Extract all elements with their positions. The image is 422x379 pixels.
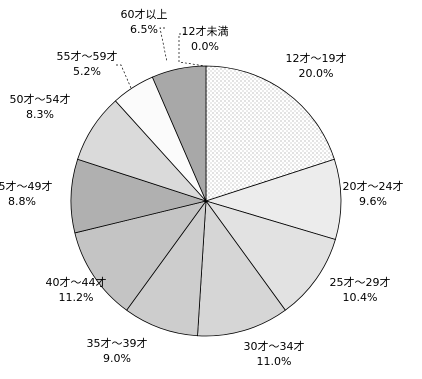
slice-11-label: 12才未満 [182, 24, 229, 38]
slice-3-label: 25才～29才 [330, 275, 391, 289]
slice-2-value-label: 9.6% [359, 195, 387, 208]
slice-4-value-label: 11.0% [257, 355, 292, 368]
slice-2-label: 20才～24才 [343, 179, 404, 193]
slice-5-value-label: 9.0% [103, 352, 131, 365]
slice-8-label: 50才～54才 [10, 92, 71, 106]
slice-10 [151, 65, 207, 202]
slice-3-value-label: 10.4% [343, 291, 378, 304]
slice-1 [205, 65, 335, 202]
slice-10-leader-line [159, 27, 168, 63]
slice-7-value-label: 8.8% [8, 195, 36, 208]
slice-5-label: 35才～39才 [87, 336, 148, 350]
slice-4-label: 30才～34才 [244, 339, 305, 353]
slice-8-value-label: 8.3% [26, 108, 54, 121]
slice-1-value-label: 20.0% [299, 67, 334, 80]
slice-11-leader-line [178, 33, 206, 67]
slice-6-label: 40才～44才 [46, 275, 107, 289]
slice-6-value-label: 11.2% [59, 291, 94, 304]
slice-3 [204, 200, 336, 311]
slice-9-leader-line [116, 64, 132, 89]
slice-7-label: 45才～49才 [0, 179, 53, 193]
slice-11-value-label: 0.0% [191, 40, 219, 53]
slice-2 [204, 158, 342, 240]
slice-1-label: 12才～19才 [286, 51, 347, 65]
slice-6 [74, 200, 207, 311]
slice-9-value-label: 5.2% [73, 65, 101, 78]
slice-4 [197, 199, 286, 337]
slice-9-label: 55才～59才 [57, 49, 118, 63]
slice-10-label: 60才以上 [121, 7, 168, 21]
slice-10-value-label: 6.5% [130, 23, 158, 36]
